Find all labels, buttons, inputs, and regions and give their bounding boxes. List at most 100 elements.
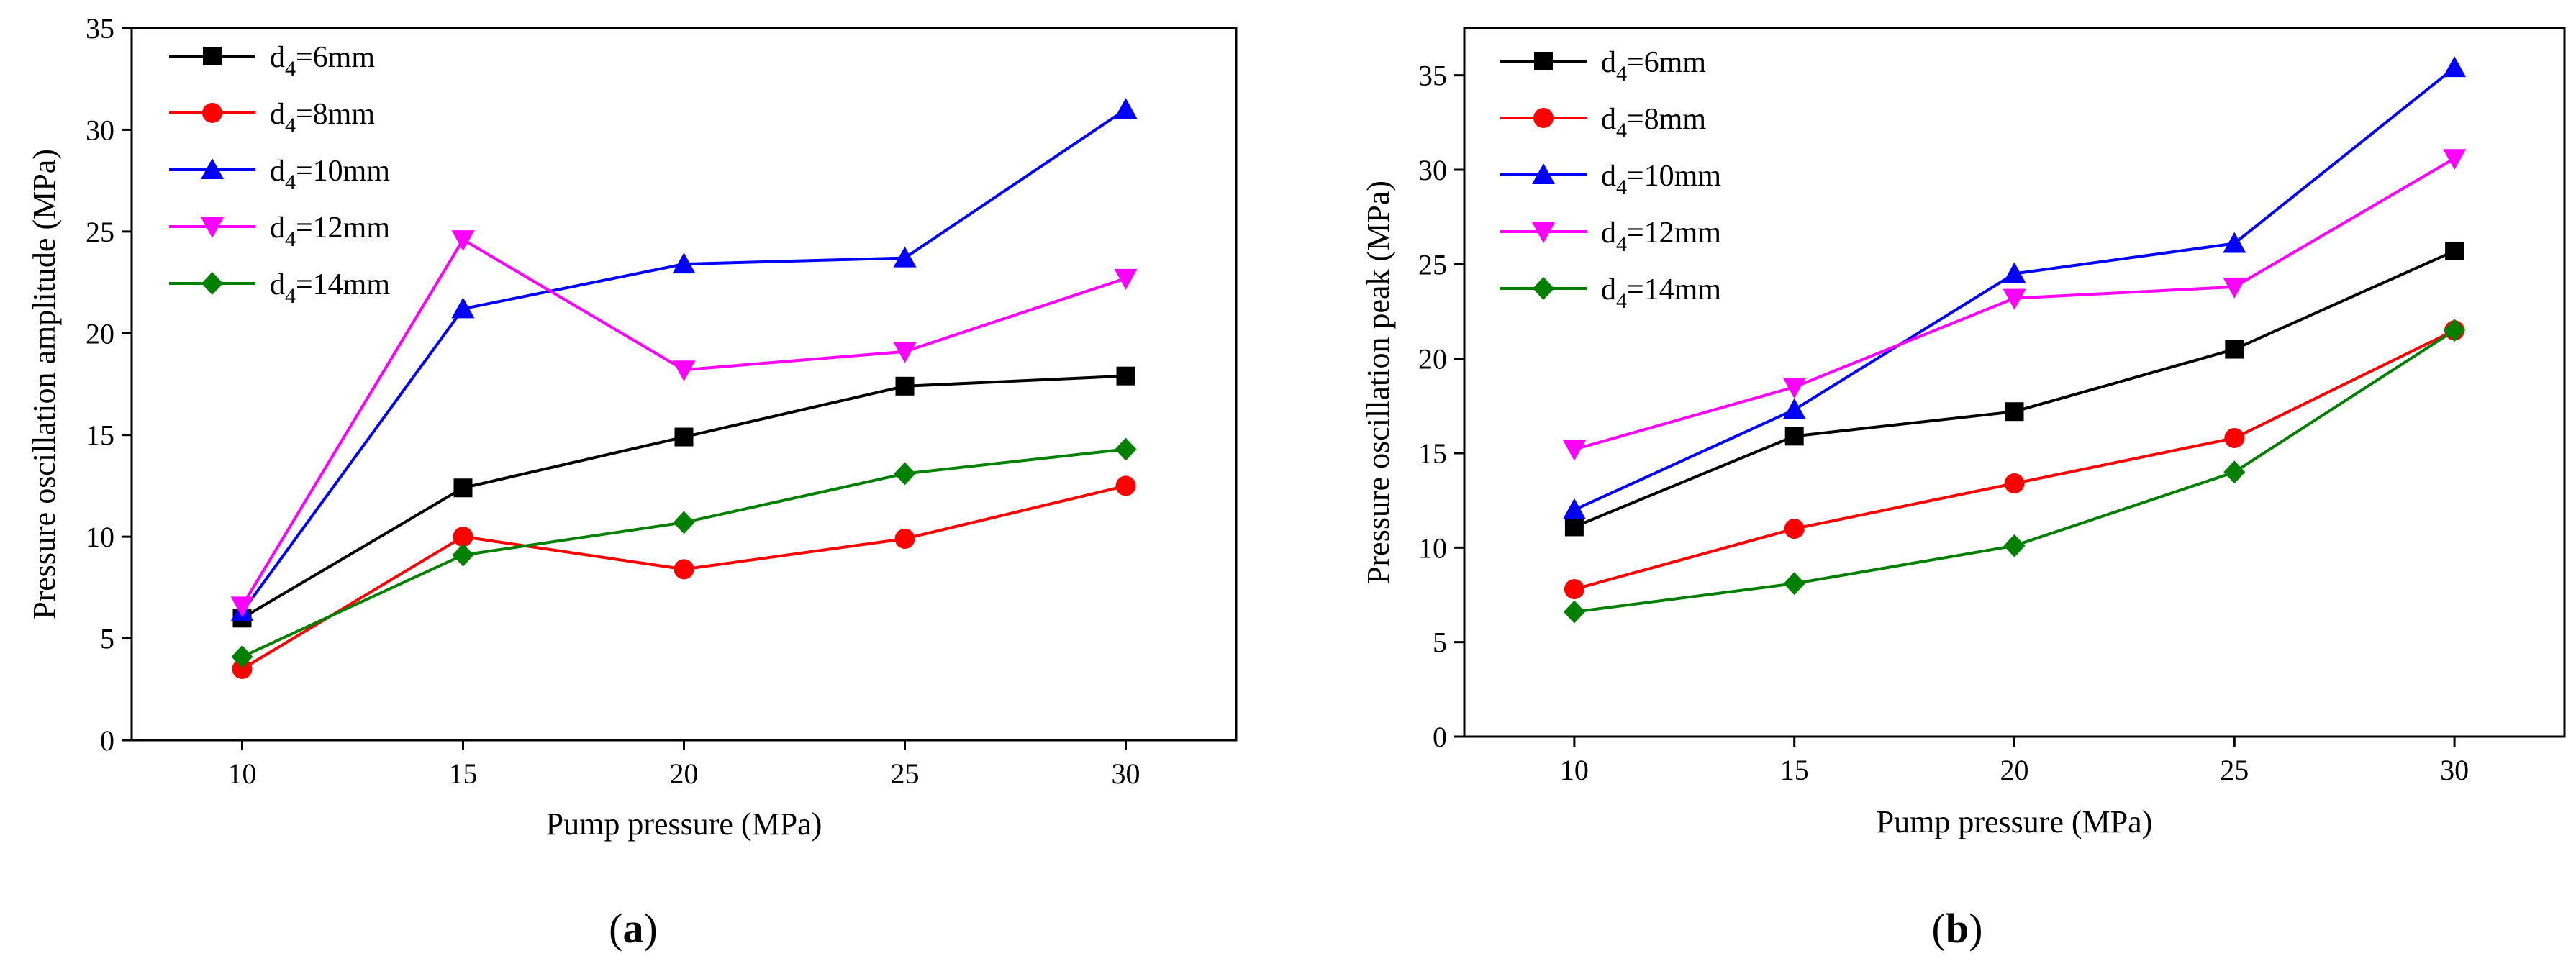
legend-label: d4=8mm [270,98,375,137]
data-point [1115,437,1137,461]
y-tick-label: 35 [1418,60,1447,92]
chart-a: 10 15 20 25 30 0 5 10 15 20 25 30 35 Pump pressure (M… [27,12,1238,952]
y-tick-label: 35 [86,12,114,45]
legend-label: d4=8mm [1601,103,1706,142]
data-point [1782,378,1806,399]
legend-label: d4=10mm [270,155,390,194]
y-axis-label: Pressure oscillation amplitude (MPa) [27,149,62,619]
data-point [453,478,473,498]
data-point [232,659,253,679]
data-point [451,230,475,252]
x-tick-label: 15 [1780,754,1809,786]
x-tick-label: 20 [2000,754,2029,786]
y-tick-label: 10 [86,521,114,553]
data-point [672,360,696,382]
chart-b: 10 15 20 25 30 0 5 10 15 20 25 30 35 Pump pressure (M… [1361,27,2566,952]
data-point [1563,600,1585,624]
data-point [2443,56,2467,78]
x-axis-label: Pump pressure (MPa) [1877,804,2153,839]
y-tick-label: 0 [100,724,114,757]
y-tick-label: 20 [1418,343,1447,375]
y-tick-label: 5 [1433,627,1447,659]
data-point [2223,460,2246,484]
data-point [453,527,473,547]
legend-marker [1532,222,1555,243]
data-point [674,427,694,447]
data-point [1783,572,1805,596]
data-point [674,559,694,580]
y-tick-label: 15 [86,419,114,452]
data-point [1562,440,1586,461]
data-point [1115,475,1136,496]
legend-label: d4=6mm [1601,46,1706,86]
data-point [1782,398,1806,419]
data-point [1116,366,1135,386]
y-tick-label: 10 [1418,532,1447,564]
data-point [2003,288,2026,310]
data-point [895,376,915,396]
x-tick-label: 20 [670,757,699,790]
legend-label: d4=12mm [1601,217,1721,256]
panel-label: (a) [609,905,658,952]
legend-label: d4=14mm [1601,273,1721,313]
data-point [673,511,695,534]
data-point [893,246,917,268]
plot-frame [130,27,1238,742]
legend-marker [201,217,224,238]
panel-label: (b) [1932,905,1983,952]
legend-label: d4=14mm [270,268,390,308]
x-tick-label: 15 [449,757,478,790]
legend-marker [203,47,222,65]
y-tick-label: 15 [1418,437,1447,470]
legend-label: d4=10mm [1601,160,1721,199]
legend-marker [1534,52,1553,70]
x-tick-label: 10 [228,757,257,790]
data-point [1784,427,1804,446]
data-point [2445,241,2464,260]
y-tick-label: 0 [1433,721,1447,753]
x-tick-label: 10 [1560,754,1589,786]
y-tick-label: 30 [1418,154,1447,186]
data-point [1114,268,1138,290]
data-point [2443,149,2467,170]
legend-label: d4=12mm [270,211,390,251]
data-point [2003,534,2026,557]
x-tick-label: 25 [891,757,920,790]
data-point [2225,340,2244,359]
data-point [893,342,917,363]
data-point [894,462,916,486]
x-tick-label: 25 [2220,754,2249,786]
data-point [2223,277,2246,299]
data-point [230,596,254,618]
x-axis-label: Pump pressure (MPa) [546,806,822,842]
series-line-14mm [241,447,1126,658]
data-point [2444,319,2466,342]
series-line-6mm [241,374,1126,620]
data-point [452,543,474,567]
legend-label: d4=6mm [270,41,375,81]
y-axis-label: Pressure oscillation peak (MPa) [1361,181,1396,584]
data-point [672,252,696,274]
data-point [231,645,253,669]
data-point [1564,579,1584,600]
data-point [894,528,915,549]
x-tick-label: 30 [2440,754,2469,786]
legend-marker [201,272,223,295]
legend-marker [202,103,222,123]
y-tick-label: 25 [86,216,114,248]
legend-marker [201,158,224,179]
legend-marker [1533,277,1554,300]
data-point [1564,517,1584,537]
y-tick-label: 5 [100,623,114,655]
data-point [2224,427,2245,448]
y-tick-label: 30 [86,114,114,146]
data-point [451,297,475,319]
data-point [1562,498,1586,519]
y-tick-label: 20 [86,317,114,350]
x-tick-label: 30 [1112,757,1140,790]
data-point [1784,519,1805,539]
data-point [2223,232,2246,253]
data-point [2005,402,2024,422]
data-point [2003,262,2026,283]
